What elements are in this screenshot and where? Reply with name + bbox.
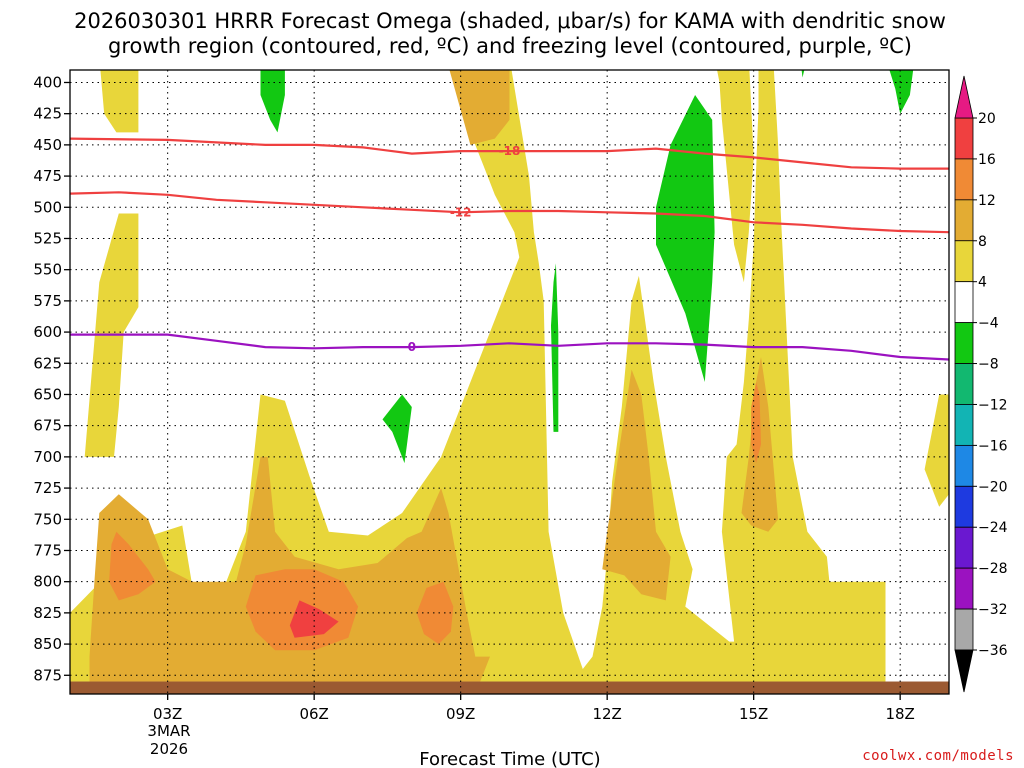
date-label: 3MAR 2026	[147, 722, 190, 758]
y-tick-label-825: 825	[33, 604, 62, 622]
omega-shading	[70, 70, 949, 694]
omega-region-18	[801, 70, 805, 78]
colorbar-bin--28--24	[954, 526, 974, 569]
y-tick-label-650: 650	[33, 385, 62, 403]
colorbar-tick-label-13: −36	[978, 643, 1008, 659]
y-tick-label-675: 675	[33, 417, 62, 435]
colorbar-bin--12--8	[954, 363, 974, 405]
colorbar-tick-label-8: −16	[978, 438, 1008, 454]
contour-label--12: -12	[450, 205, 472, 219]
grid-lines	[70, 70, 949, 694]
y-tick-label-625: 625	[33, 354, 62, 372]
colorbar-bin-4-8	[954, 240, 974, 283]
colorbar-bin--20--16	[954, 444, 974, 487]
x-tick-label-18Z: 18Z	[885, 705, 914, 723]
colorbar-bin--4-4	[954, 281, 974, 324]
y-tick-label-700: 700	[33, 448, 62, 466]
x-axis-title: Forecast Time (UTC)	[419, 749, 600, 768]
colorbar-bin--36--32	[954, 608, 974, 651]
colorbar-bin--8--4	[954, 322, 974, 364]
colorbar-tick-label-3: 8	[978, 234, 987, 250]
y-axis: 400 425 450 475 500 525 550 575 600 625 650 675 700 7…	[33, 73, 70, 684]
y-tick-label-400: 400	[33, 73, 62, 91]
chart-title: 2026030301 HRRR Forecast Omega (shaded, …	[74, 9, 946, 58]
date-label-month: 3MAR	[147, 722, 190, 740]
colorbar-tick-label-6: −8	[978, 357, 999, 373]
colorbar-tick-label-1: 16	[978, 152, 996, 168]
colorbar-bin--32--28	[954, 567, 974, 610]
y-tick-label-775: 775	[33, 541, 62, 559]
colorbar-tick-label-11: −28	[978, 561, 1008, 577]
contour-line--12	[70, 191, 949, 234]
y-tick-label-850: 850	[33, 635, 62, 653]
y-tick-label-575: 575	[33, 292, 62, 310]
contour-line--18	[70, 137, 949, 170]
colorbar-upper-arrow	[954, 75, 974, 119]
y-tick-label-475: 475	[33, 167, 62, 185]
y-tick-label-550: 550	[33, 261, 62, 279]
contour-label-0: 0	[408, 340, 416, 354]
omega-region-12	[751, 382, 761, 464]
omega-region-13	[289, 600, 339, 638]
y-tick-label-450: 450	[33, 136, 62, 154]
omega-region-16	[551, 263, 559, 432]
x-tick-label-09Z: 09Z	[446, 705, 475, 723]
colorbar-tick-label-5: −4	[978, 316, 999, 332]
omega-region-19	[889, 70, 914, 114]
ground-band	[70, 681, 949, 694]
y-tick-label-725: 725	[33, 479, 62, 497]
plot-border	[69, 69, 950, 695]
omega-region-11	[416, 581, 454, 645]
y-tick-label-875: 875	[33, 666, 62, 684]
omega-region-14	[260, 70, 285, 133]
temperature-contours: -18 -12 0	[70, 137, 949, 361]
colorbar-bin-12-16	[954, 158, 974, 201]
chart-title-line-1: 2026030301 HRRR Forecast Omega (shaded, …	[74, 9, 946, 33]
colorbar-bin-16-20	[954, 117, 974, 160]
chart-title-line-2: growth region (contoured, red, ºC) and f…	[108, 34, 912, 58]
contour-line-0	[70, 333, 949, 361]
y-tick-label-600: 600	[33, 323, 62, 341]
watermark: coolwx.com/models	[862, 748, 1014, 764]
y-tick-label-425: 425	[33, 105, 62, 123]
omega-region-9	[109, 531, 156, 601]
colorbar-tick-label-0: 20	[978, 111, 996, 127]
colorbar-tick-label-2: 12	[978, 193, 996, 209]
colorbar-tick-label-4: 4	[978, 275, 987, 291]
colorbar-tick-label-9: −20	[978, 479, 1008, 495]
colorbar-bin--16--12	[954, 404, 974, 446]
y-tick-label-800: 800	[33, 573, 62, 591]
omega-region-3	[717, 70, 754, 283]
y-tick-label-525: 525	[33, 229, 62, 247]
omega-region-4	[924, 394, 949, 507]
colorbar-tick-label-12: −32	[978, 602, 1008, 618]
colorbar-tick-label-7: −12	[978, 397, 1008, 413]
x-tick-label-15Z: 15Z	[739, 705, 768, 723]
colorbar-lower-arrow	[954, 649, 974, 693]
x-axis: 03Z 06Z 09Z 12Z 15Z 18Z	[153, 694, 915, 723]
omega-region-15	[382, 394, 412, 464]
colorbar-bin-8-12	[954, 199, 974, 242]
x-tick-label-06Z: 06Z	[299, 705, 328, 723]
colorbar: 20 16 12 8 4 −4 −8 −12 −16 −20 −24 −28 −32 −36	[954, 75, 1008, 693]
omega-region-1	[100, 70, 139, 133]
date-label-year: 2026	[150, 740, 188, 758]
contour-label--18: -18	[499, 144, 521, 158]
colorbar-bin--24--20	[954, 485, 974, 528]
omega-region-17	[656, 95, 715, 382]
x-tick-label-12Z: 12Z	[592, 705, 621, 723]
y-tick-label-750: 750	[33, 510, 62, 528]
omega-region-7	[602, 369, 671, 601]
omega-region-6	[449, 70, 510, 145]
plot-frame	[69, 69, 950, 695]
colorbar-tick-label-10: −24	[978, 520, 1008, 536]
y-tick-label-500: 500	[33, 198, 62, 216]
x-tick-label-03Z: 03Z	[153, 705, 182, 723]
